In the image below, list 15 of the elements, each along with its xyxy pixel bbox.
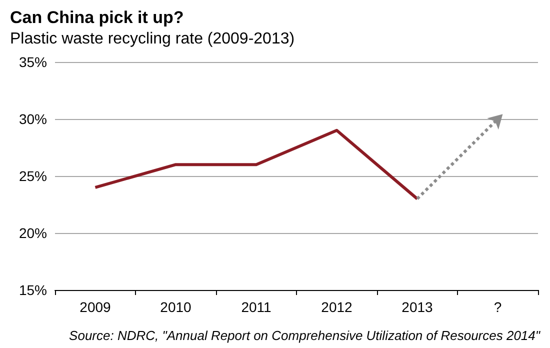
x-tick-label: 2010 [160,299,192,315]
source-note: Source: NDRC, "Annual Report on Comprehensive Utilization of Resources 2014" [69,328,542,343]
x-tick-label: 2012 [321,299,353,315]
x-tick-label: 2009 [80,299,112,315]
y-tick-label: 35% [18,54,47,70]
y-tick-label: 25% [18,168,47,184]
line-series [94,128,419,200]
y-tick-label: 30% [18,111,47,127]
y-tick-label: 20% [18,225,47,241]
x-tick-label: 2013 [402,299,434,315]
x-tick-label: 2011 [241,299,272,315]
y-tick-label: 15% [18,282,47,298]
x-tick-label: ? [494,299,502,315]
chart-title: Can China pick it up? [10,8,184,27]
chart-subtitle: Plastic waste recycling rate (2009-2013) [10,30,295,48]
